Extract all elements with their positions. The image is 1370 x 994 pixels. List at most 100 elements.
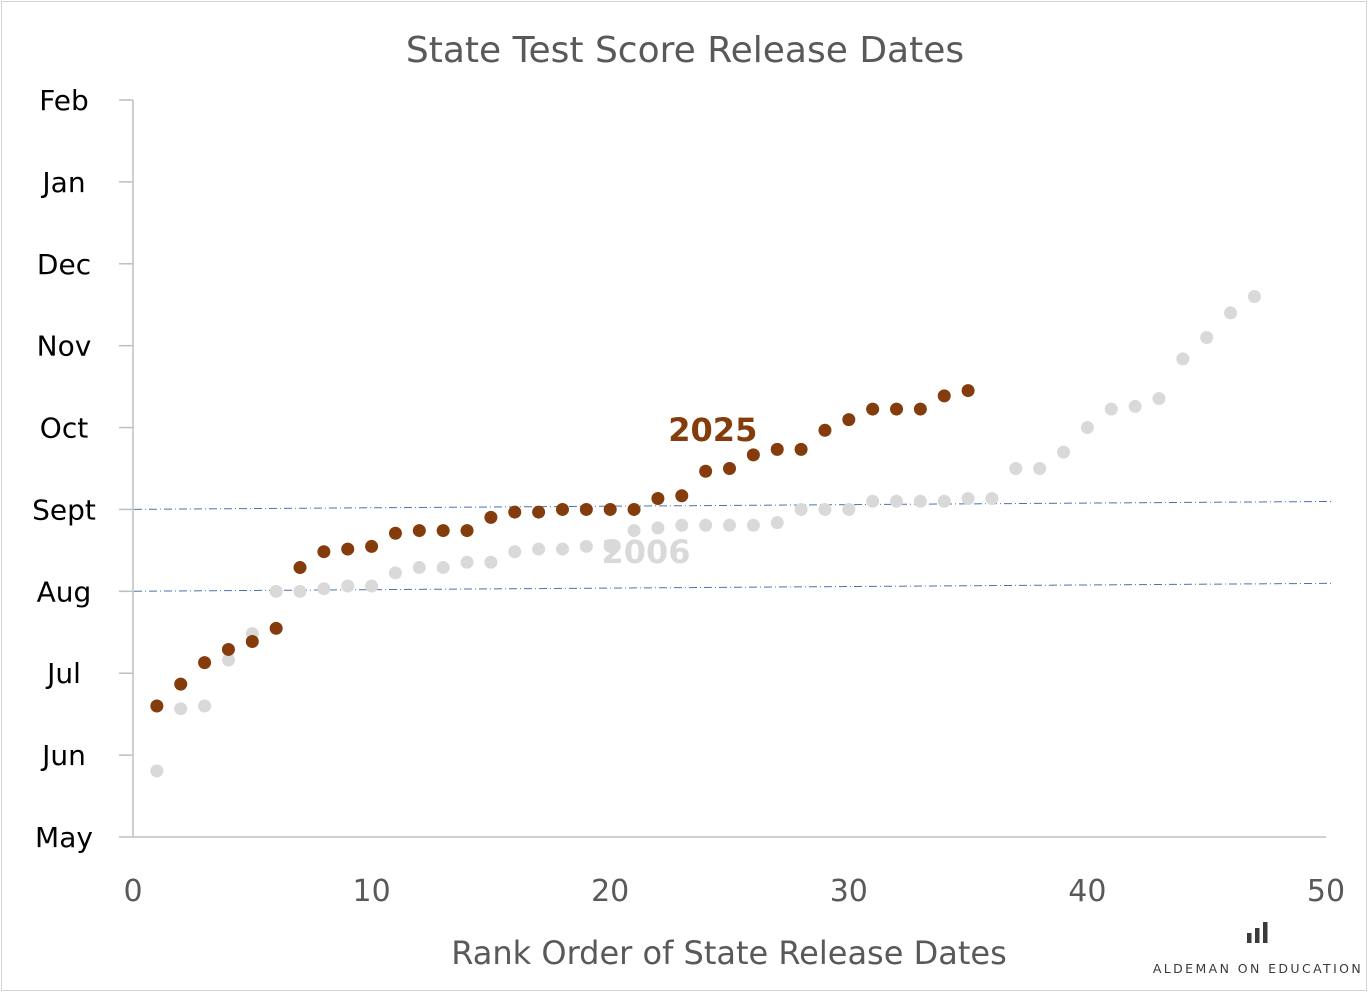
- bar-chart-icon: [1247, 922, 1268, 943]
- point-2006: [866, 494, 880, 508]
- y-tick-label: Jul: [45, 657, 81, 690]
- point-2025: [412, 524, 426, 538]
- point-2006: [794, 502, 808, 516]
- chart-title: State Test Score Release Dates: [406, 30, 964, 71]
- point-2025: [746, 448, 760, 462]
- brand-logo: ALDEMAN ON EDUCATION: [1153, 922, 1363, 976]
- point-2025: [699, 464, 713, 478]
- point-2006: [1247, 290, 1261, 304]
- point-2006: [1080, 421, 1094, 435]
- point-2025: [221, 642, 235, 656]
- point-2006: [1176, 352, 1190, 366]
- y-tick-label: May: [35, 821, 93, 854]
- point-2006: [699, 518, 713, 532]
- y-tick-label: Jan: [40, 166, 85, 199]
- point-2006: [746, 518, 760, 532]
- series-label-2006: 2006: [601, 533, 690, 571]
- point-2006: [1224, 306, 1238, 320]
- point-2006: [1200, 330, 1214, 344]
- point-2006: [627, 524, 641, 538]
- point-2006: [1057, 445, 1071, 459]
- y-tick-label: Feb: [39, 84, 89, 117]
- y-tick-labels: May Jun Jul Aug Sept Oct Nov Dec Jan Feb: [32, 84, 96, 854]
- axes: [119, 99, 1326, 838]
- point-2025: [532, 505, 546, 519]
- brand-text: ALDEMAN ON EDUCATION: [1153, 961, 1363, 976]
- point-2025: [842, 413, 856, 427]
- point-2006: [436, 561, 450, 575]
- point-2006: [603, 539, 617, 553]
- point-2025: [198, 656, 212, 670]
- point-2025: [961, 384, 975, 398]
- point-2006: [174, 702, 188, 716]
- point-2006: [150, 764, 164, 778]
- x-tick-label: 30: [830, 874, 868, 909]
- y-tick-label: Jun: [40, 739, 86, 772]
- point-2025: [890, 402, 904, 416]
- point-2025: [269, 621, 283, 635]
- point-2006: [198, 699, 212, 713]
- point-2006: [365, 579, 379, 593]
- x-tick-label: 50: [1307, 874, 1345, 909]
- y-tick-label: Oct: [40, 412, 88, 445]
- reference-lines: [118, 500, 1335, 592]
- point-2006: [1128, 399, 1142, 413]
- point-2006: [1152, 391, 1166, 405]
- point-2025: [317, 545, 331, 559]
- data-points: [150, 290, 1261, 778]
- point-2006: [890, 494, 904, 508]
- point-2025: [818, 423, 832, 437]
- point-2006: [508, 545, 522, 559]
- point-2025: [150, 699, 164, 713]
- point-2006: [937, 494, 951, 508]
- point-2006: [269, 584, 283, 598]
- series-label-2025: 2025: [668, 411, 757, 449]
- point-2025: [365, 539, 379, 553]
- point-2025: [460, 524, 474, 538]
- point-2025: [627, 502, 641, 516]
- point-2006: [532, 542, 546, 556]
- y-tick-label: Nov: [37, 330, 92, 363]
- point-2025: [866, 402, 880, 416]
- point-2006: [293, 584, 307, 598]
- point-2006: [460, 555, 474, 569]
- series-labels: 2006 2025: [601, 411, 757, 571]
- x-tick-label: 0: [123, 874, 142, 909]
- point-2025: [770, 442, 784, 456]
- point-2006: [842, 502, 856, 516]
- point-2025: [651, 492, 665, 506]
- point-2006: [1104, 402, 1118, 416]
- point-2025: [293, 561, 307, 575]
- point-2025: [388, 526, 402, 540]
- point-2025: [174, 677, 188, 691]
- point-2025: [245, 635, 259, 649]
- reference-line: [118, 500, 1335, 510]
- point-2006: [723, 518, 736, 532]
- point-2025: [436, 524, 450, 538]
- point-2006: [412, 561, 426, 575]
- point-2006: [317, 582, 331, 596]
- point-2006: [341, 579, 355, 593]
- point-2006: [1033, 462, 1047, 475]
- point-2025: [675, 489, 689, 503]
- point-2025: [508, 505, 522, 519]
- point-2006: [818, 502, 832, 516]
- point-2025: [937, 389, 951, 403]
- point-2006: [555, 542, 569, 556]
- point-2006: [388, 566, 402, 580]
- x-tick-label: 20: [591, 874, 629, 909]
- point-2025: [579, 502, 593, 516]
- point-2025: [341, 542, 355, 556]
- point-2006: [961, 492, 975, 506]
- point-2006: [985, 492, 999, 506]
- point-2025: [723, 462, 736, 475]
- point-2025: [913, 402, 927, 416]
- y-tick-label: Sept: [32, 493, 96, 526]
- x-tick-labels: 0 10 20 30 40 50: [123, 874, 1345, 909]
- x-tick-label: 10: [353, 874, 391, 909]
- point-2006: [1009, 462, 1023, 475]
- y-tick-label: Aug: [37, 575, 92, 608]
- point-2025: [484, 510, 498, 524]
